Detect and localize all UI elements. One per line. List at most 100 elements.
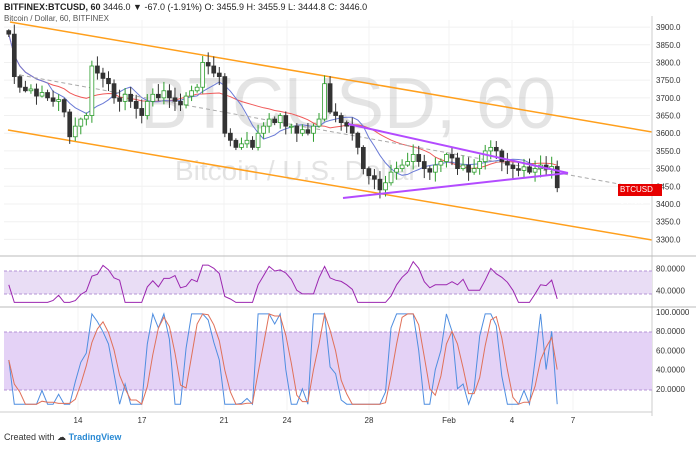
candle [493,146,499,152]
stochastic-d-line [8,311,558,406]
candle [50,97,56,102]
candle [416,154,422,162]
candle [39,92,45,97]
price-tick-label: 3450.0 [656,182,681,191]
candle [34,88,39,97]
candle [455,157,460,170]
candle [449,154,455,159]
chart-subheader: Bitcoin / Dollar, 60, BITFINEX [4,14,109,23]
triangle-upper-line[interactable] [347,123,569,174]
candle [11,33,17,78]
time-tick-label: 21 [220,416,229,425]
rsi-line [8,260,558,303]
candle [72,125,78,138]
candle [139,108,145,116]
candle [61,99,67,113]
candle [300,129,305,134]
footer: Created with ☁ TradingView [4,432,121,443]
price-tick-label: 3600.0 [656,129,681,138]
candle [45,92,50,99]
candle [211,65,217,74]
candlestick-series [6,24,560,199]
candle [355,132,361,148]
candle [261,125,266,134]
stoch-tick-label: 40.0000 [656,366,685,375]
rsi-band [4,271,652,294]
time-tick-label: Feb [442,416,456,425]
candle [532,168,538,173]
rsi-tick-label: 80.0000 [656,264,685,273]
candle [349,125,355,134]
candle [410,154,416,162]
candle [244,139,250,145]
candle [95,65,100,74]
candle [283,115,289,127]
stoch-band [4,332,652,390]
candle [100,72,106,79]
candle [516,168,521,171]
candle [438,161,444,166]
candle [311,125,316,134]
tradingview-logo-icon: ☁ [57,432,67,442]
candle [316,118,322,127]
symbol-label: BITFINEX:BTCUSD, 60 [4,2,101,12]
time-tick-label: 28 [365,416,374,425]
candle [288,125,294,128]
candle [394,168,399,173]
candle [405,161,410,166]
watermark-name: Bitcoin / U.S. Dollar [175,155,418,186]
moving-average-blue [8,34,558,176]
candle [150,93,156,102]
stoch-tick-label: 60.0000 [656,346,685,355]
candle [322,83,327,120]
candle [471,168,477,173]
candle [156,93,161,99]
candle [460,164,466,170]
candle [372,175,377,180]
candle [111,83,117,99]
candle [366,168,372,177]
candle [510,164,516,170]
candle [239,143,244,148]
price-tick-label: 3800.0 [656,58,681,67]
last-price-value: 3446.0 [620,197,645,206]
candle [78,118,84,127]
candle [205,62,211,67]
candle [482,150,488,162]
ohlc-readout: 3446.0 ▼ -67.0 (-1.91%) O: 3455.9 H: 345… [103,2,368,12]
candle [527,166,532,173]
time-tick-label: 14 [74,416,83,425]
candle [23,86,28,92]
chart-header: BITFINEX:BTCUSD, 60 3446.0 ▼ -67.0 (-1.9… [4,2,367,12]
candle [233,139,239,148]
candle [383,182,388,191]
candle [216,72,222,78]
channel-upper-line[interactable] [9,21,653,133]
triangle-lower-line[interactable] [342,172,569,199]
candle [377,178,383,191]
candle [505,161,510,166]
price-tick-label: 3650.0 [656,112,681,121]
candle [183,95,189,106]
moving-average-red [8,34,558,169]
last-price-tag: BTCUSD 3446.0 [618,184,662,206]
candle [133,100,139,109]
rsi-tick-label: 40.0000 [656,286,685,295]
candle [17,76,23,88]
created-with-label: Created with [4,432,55,442]
stoch-tick-label: 20.0000 [656,385,685,394]
candle [305,129,311,134]
candle [189,90,194,97]
candle [106,77,111,85]
candle [28,88,34,92]
candle [250,139,255,148]
price-tick-label: 3850.0 [656,41,681,50]
candle [117,97,122,102]
tradingview-brand[interactable]: TradingView [68,432,122,442]
time-tick-label: 4 [510,416,515,425]
price-tick-label: 3900.0 [656,23,681,32]
channel-lower-line[interactable] [7,129,653,241]
stoch-tick-label: 100.0000 [656,308,690,317]
time-tick-label: 17 [138,416,147,425]
